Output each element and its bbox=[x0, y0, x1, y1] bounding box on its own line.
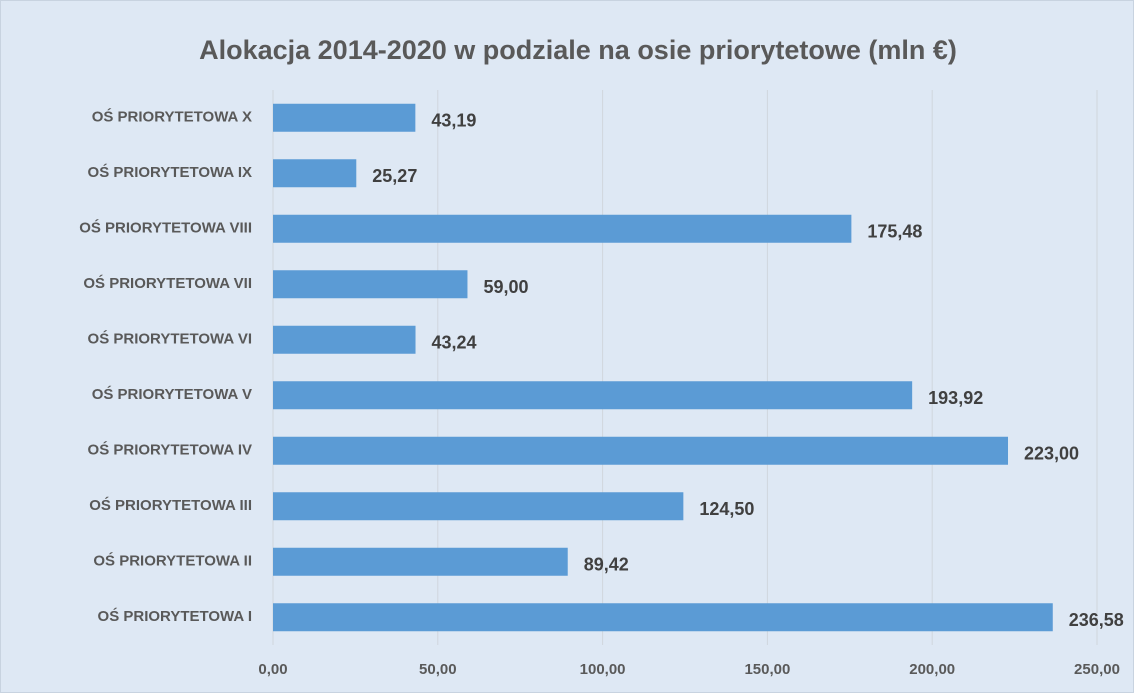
data-label: 89,42 bbox=[584, 555, 629, 575]
y-tick-label: OŚ PRIORYTETOWA IX bbox=[88, 163, 252, 181]
y-tick-label: OŚ PRIORYTETOWA VIII bbox=[79, 219, 252, 237]
data-label: 236,58 bbox=[1069, 610, 1124, 630]
data-label: 43,24 bbox=[432, 333, 477, 353]
y-tick-label: OŚ PRIORYTETOWA II bbox=[93, 552, 252, 570]
x-tick-label: 0,00 bbox=[258, 661, 287, 678]
y-tick-label: OŚ PRIORYTETOWA V bbox=[92, 385, 252, 403]
bar bbox=[273, 547, 568, 576]
y-tick-label: OŚ PRIORYTETOWA VI bbox=[88, 330, 252, 348]
data-label: 59,00 bbox=[483, 277, 528, 297]
x-tick-label: 200,00 bbox=[909, 661, 955, 678]
bar bbox=[273, 103, 416, 132]
x-tick-label: 100,00 bbox=[580, 661, 626, 678]
data-label: 43,19 bbox=[431, 111, 476, 131]
bar bbox=[273, 325, 416, 354]
bar bbox=[273, 159, 357, 188]
bar bbox=[273, 214, 852, 243]
bar bbox=[273, 492, 684, 521]
y-tick-label: OŚ PRIORYTETOWA III bbox=[89, 496, 252, 514]
bar bbox=[273, 270, 468, 299]
x-tick-label: 50,00 bbox=[419, 661, 457, 678]
data-label: 124,50 bbox=[699, 499, 754, 519]
y-tick-label: OŚ PRIORYTETOWA I bbox=[98, 607, 252, 625]
x-tick-label: 150,00 bbox=[744, 661, 790, 678]
bar bbox=[273, 436, 1009, 465]
data-label: 175,48 bbox=[867, 222, 922, 242]
y-tick-label: OŚ PRIORYTETOWA VII bbox=[83, 274, 252, 292]
bar bbox=[273, 381, 913, 410]
y-tick-label: OŚ PRIORYTETOWA X bbox=[92, 108, 252, 126]
x-tick-label: 250,00 bbox=[1074, 661, 1120, 678]
y-tick-label: OŚ PRIORYTETOWA IV bbox=[88, 441, 252, 459]
bar bbox=[273, 603, 1053, 632]
data-label: 193,92 bbox=[928, 388, 983, 408]
chart-title: Alokacja 2014-2020 w podziale na osie pr… bbox=[199, 35, 957, 65]
data-label: 25,27 bbox=[372, 166, 417, 186]
data-label: 223,00 bbox=[1024, 444, 1079, 464]
